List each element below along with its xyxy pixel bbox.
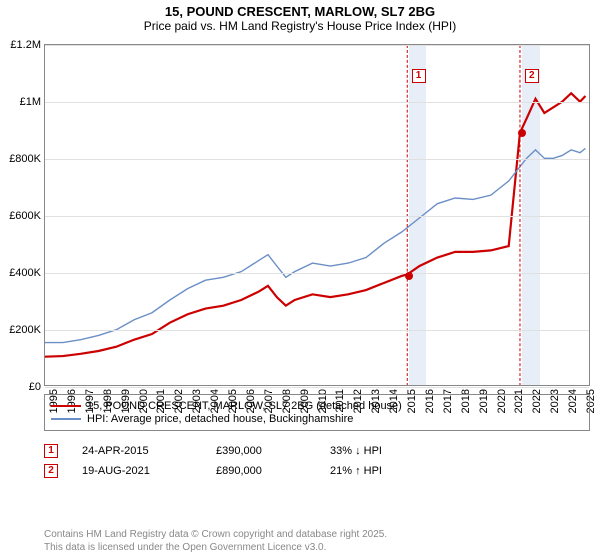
gridline: [45, 216, 589, 217]
gridline: [45, 45, 589, 46]
chart-lines: [45, 45, 589, 385]
legend-row: 15, POUND CRESCENT, MARLOW, SL7 2BG (det…: [51, 400, 583, 412]
event-delta: 21% ↑ HPI: [330, 465, 382, 477]
y-axis-label: £600K: [9, 210, 45, 222]
y-axis-label: £800K: [9, 153, 45, 165]
gridline: [45, 159, 589, 160]
event-price: £890,000: [216, 465, 306, 477]
legend-label: 15, POUND CRESCENT, MARLOW, SL7 2BG (det…: [87, 400, 402, 412]
event-price: £390,000: [216, 445, 306, 457]
gridline: [45, 330, 589, 331]
sale-point: [518, 129, 526, 137]
y-axis-label: £200K: [9, 324, 45, 336]
title-address: 15, POUND CRESCENT, MARLOW, SL7 2BG: [0, 4, 600, 19]
footer-attribution: Contains HM Land Registry data © Crown c…: [44, 528, 590, 554]
event-row: 1 24-APR-2015 £390,000 33% ↓ HPI: [44, 444, 590, 458]
gridline: [45, 273, 589, 274]
y-axis-label: £0: [29, 381, 45, 393]
legend-row: HPI: Average price, detached house, Buck…: [51, 413, 583, 425]
sale-marker-2: 2: [525, 69, 539, 83]
gridline: [45, 387, 589, 388]
chart-title-block: 15, POUND CRESCENT, MARLOW, SL7 2BG Pric…: [0, 0, 600, 33]
event-marker: 2: [44, 464, 58, 478]
event-date: 24-APR-2015: [82, 445, 192, 457]
sale-marker-1: 1: [412, 69, 426, 83]
sale-point: [405, 272, 413, 280]
legend-swatch: [51, 418, 81, 420]
y-axis-label: £400K: [9, 267, 45, 279]
gridline: [45, 102, 589, 103]
legend-label: HPI: Average price, detached house, Buck…: [87, 413, 353, 425]
series-hpi: [45, 148, 585, 342]
y-axis-label: £1.2M: [10, 39, 45, 51]
title-subtitle: Price paid vs. HM Land Registry's House …: [0, 19, 600, 33]
footer-line2: This data is licensed under the Open Gov…: [44, 541, 590, 554]
event-marker: 1: [44, 444, 58, 458]
y-axis-label: £1M: [20, 96, 45, 108]
series-property: [45, 93, 585, 356]
event-date: 19-AUG-2021: [82, 465, 192, 477]
sale-events: 1 24-APR-2015 £390,000 33% ↓ HPI 2 19-AUG-202…: [44, 438, 590, 484]
chart-legend: 15, POUND CRESCENT, MARLOW, SL7 2BG (det…: [44, 394, 590, 431]
legend-swatch: [51, 405, 81, 407]
event-delta: 33% ↓ HPI: [330, 445, 382, 457]
event-row: 2 19-AUG-2021 £890,000 21% ↑ HPI: [44, 464, 590, 478]
footer-line1: Contains HM Land Registry data © Crown c…: [44, 528, 590, 541]
price-chart: £0£200K£400K£600K£800K£1M£1.2M1995199619…: [44, 44, 590, 386]
